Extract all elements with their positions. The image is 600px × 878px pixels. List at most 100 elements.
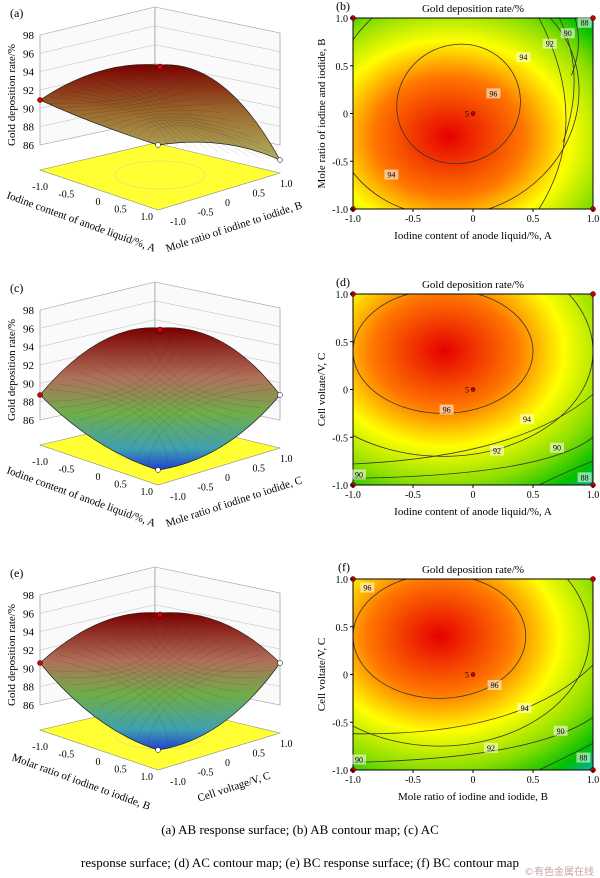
design-point [590,576,596,582]
x-tick-label: -0.5 [405,775,421,786]
y-tick-label: 0 [343,386,348,397]
z-axis-label: Gold deposition rate/% [6,604,18,706]
center-point [470,672,476,677]
x-tick-label: -0.5 [58,465,74,476]
x-tick-label: -1.0 [345,490,361,501]
z-tick-label: 94 [23,627,35,639]
y-tick-label: 0.5 [253,749,266,760]
mesh-line [69,625,191,685]
contour-panel-b: 96 94 94 92 90 88 5 -1.0 -0.5 0 0.5 1.0 -1.0 -0.5 0 0.5… [316,0,600,242]
surface-panel-c: 86 88 90 92 94 96 98 -1.0 -0.5 0 0.5 1.0 -1.0 -0.5 0 0.… [5,281,304,530]
x-tick-label: 1.0 [141,487,154,498]
x-tick-label: -0.5 [58,750,74,761]
contour-line-1 [396,43,521,165]
x-tick-label: 1.0 [587,214,600,225]
contour-line-2 [353,579,590,747]
contour-label-bg [360,582,375,593]
y-tick-label: 0.5 [253,464,266,475]
mesh-line [59,654,179,736]
design-point [590,291,596,297]
mesh-line [89,633,211,700]
x-tick-label: -1.0 [345,214,361,225]
mesh-line [138,654,261,736]
surface-panel-a: 86 88 90 92 94 96 98 -1.0 -0.5 0 0.5 1.0 -1.0 -0.5 0 0.… [5,6,304,255]
mesh-line [98,637,221,707]
mesh-line [99,637,220,707]
contour-lines [353,294,593,485]
x-tick-label: -0.5 [405,490,421,501]
wall-grid [39,281,156,311]
mesh-line [139,339,260,408]
x-tick-label: -1.0 [32,182,48,193]
mesh-line [139,621,260,678]
mesh-line [89,641,209,714]
wall-grid [154,300,281,327]
mesh-line [128,378,251,452]
mesh-line [69,88,191,112]
y-tick-label: 0.5 [336,338,349,349]
mesh-line [119,629,240,693]
wall-grid [39,25,156,54]
design-point [590,15,596,21]
contour-line-outer-3 [538,742,593,770]
design-point [277,392,283,398]
x-tick-label: 0.5 [114,205,127,216]
contour-label-bg [517,702,532,713]
wall-grid [39,319,156,347]
mesh-line [89,85,210,152]
x-tick-label: 1.0 [141,212,154,223]
mesh-line [49,389,169,464]
mesh-line [99,361,220,433]
mesh-line [79,88,199,151]
contour-label: 94 [387,171,395,180]
contour-label-bg [550,442,564,453]
z-tick-label: 88 [23,397,35,409]
mesh-line [98,110,221,123]
y-tick-label: -1.0 [332,481,348,492]
contour-label-bg [486,88,501,99]
mesh-line [79,372,199,446]
design-point [155,747,161,753]
wall-grid [154,585,281,612]
y-axis-label: Cell voltate/V, C [316,353,328,426]
contour-label-bg [352,754,366,765]
contour-label: 96 [443,406,451,415]
contour-label: 88 [581,473,589,482]
contour-lines [353,579,593,770]
center-label: 5 [465,671,469,680]
x-tick-label: 0 [471,775,476,786]
center-label: 5 [465,110,469,119]
mesh-line [98,361,221,433]
wall-grid [154,319,281,346]
mesh-line [49,72,171,105]
z-tick-label: 96 [23,48,35,60]
wall-grid [39,6,156,36]
center-point [470,111,476,116]
contour-label: 96 [491,681,499,690]
design-point [277,157,283,163]
mesh-line [49,658,169,743]
wall-grid [154,281,281,309]
mesh-line [69,344,191,414]
contour-panel-f: 96 96 94 92 90 90 88 5 -1.0 -0.5 0 0.5 1.0 -1.0 -0.5 0 0… [316,560,599,803]
mesh-line [147,389,271,464]
y-tick-label: -1.0 [170,492,186,503]
panel-label: (d) [336,275,350,289]
mesh-line [49,617,171,673]
y-tick-label: -1.0 [170,777,186,788]
design-point [277,660,283,666]
z-tick-label: 92 [23,360,34,372]
contour-panel-d: 96 94 92 90 90 88 5 -1.0 -0.5 0 0.5 1.0 -1.0 -0.5 0 0.5… [316,275,599,518]
y-tick-label: -0.5 [332,157,348,168]
mesh-line [69,650,189,729]
contour-line-outer-3 [571,18,579,76]
z-tick-label: 98 [23,30,35,42]
mesh-line [128,119,251,137]
mesh-line [119,350,240,421]
contour-line-outer-3 [538,460,593,485]
chart-title: Gold deposition rate/% [422,279,524,291]
mesh-line [138,122,261,145]
contour-line-outer-1 [353,664,593,735]
caption-line-2: response surface; (d) AC contour map; (e… [81,855,519,870]
y-tick-label: -1.0 [332,766,348,777]
